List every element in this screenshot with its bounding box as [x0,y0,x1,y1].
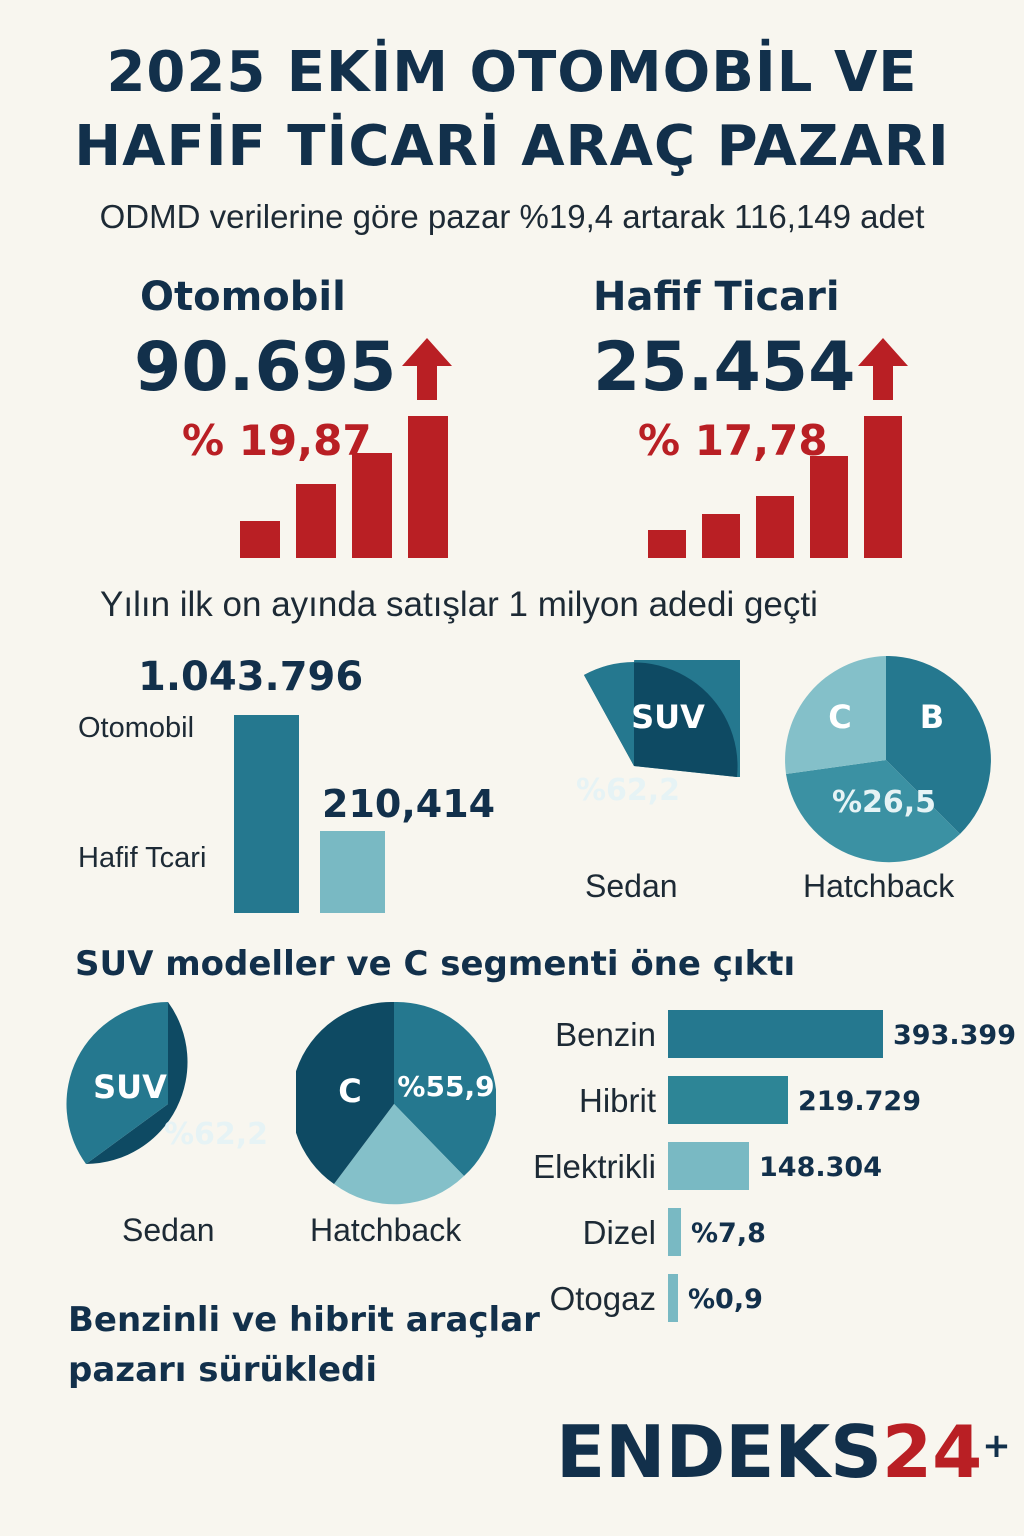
otomobil-mini-bar-1 [240,521,280,558]
otomobil-up-arrow-icon [402,338,452,400]
pie4-caption: Hatchback [310,1212,462,1248]
page-title-line1: 2025 EKİM OTOMOBİL VE [106,40,918,105]
pie3-slice-sedan [86,1002,188,1164]
otomobil-mini-bar-4 [408,416,448,558]
pie4-c-label: C [338,1072,361,1110]
segment-heading: SUV modeller ve C segmenti öne çıktı [75,944,796,984]
pie2-b-label: B [920,698,944,736]
pie2-c-label: C [828,698,851,736]
pie2-pct-label: %26,5 [832,785,936,820]
segment-pie-4: C %55,9 [296,1001,496,1205]
fuel-value-2: 148.304 [759,1152,882,1183]
otomobil-change: % 19,87 [182,416,372,465]
pie3-pct-label: %62,2 [164,1117,268,1152]
fuel-value-3: %7,8 [691,1218,766,1249]
fuel-label-4: Otogaz [549,1280,656,1317]
hafif-ticari-mini-bar-2 [702,514,740,558]
fuel-bar-2 [668,1142,749,1190]
ytd-hafif-bar [320,831,385,913]
ytd-hafif-value: 210,414 [322,782,496,826]
page-title-line2: HAFİF TİCARİ ARAÇ PAZARI [74,114,950,179]
brand-name: ENDEKS [556,1410,883,1494]
fuel-bar-0 [668,1010,883,1058]
hafif-ticari-label: Hafif Ticari [593,274,840,320]
brand-logo: ENDEKS24+ [556,1412,1011,1492]
fuel-label-2: Elektrikli [533,1148,656,1185]
fuel-value-4: %0,9 [688,1284,763,1315]
pie-slice-26 [786,760,960,863]
pie4-slice-c [296,1001,394,1184]
hafif-ticari-up-arrow-icon [858,338,908,400]
ytd-heading: Yılın ilk on ayında satışlar 1 milyon ad… [100,585,818,624]
fuel-bar-3 [668,1208,681,1256]
pie4-slice-light [334,1104,464,1205]
pie-slice-b [886,655,991,834]
segment-pie-1: SUV %62,2 [576,660,740,808]
pie1-suv-label: SUV [631,698,705,736]
fuel-bar-1 [668,1076,788,1124]
otomobil-mini-chart [238,416,448,558]
hafif-ticari-mini-chart [640,416,902,558]
pie-slice-c [785,656,886,774]
brand-plus: + [982,1426,1011,1466]
hafif-ticari-mini-bar-1 [648,530,686,558]
pie4-pct-label: %55,9 [397,1070,494,1103]
segment-pie-2: C B %26,5 [785,655,991,863]
ytd-otomobil-value: 1.043.796 [138,654,364,700]
pie3-slice-suv [66,1002,168,1164]
hafif-ticari-value: 25.454 [593,328,856,407]
hafif-ticari-mini-bar-4 [810,456,848,558]
fuel-heading-line2: pazarı sürükledi [68,1350,378,1390]
ytd-otomobil-bar [234,715,299,913]
pie3-caption: Sedan [122,1212,215,1248]
page-subtitle: ODMD verilerine göre pazar %19,4 artarak… [99,198,925,235]
otomobil-mini-bar-3 [352,453,392,558]
hafif-ticari-change: % 17,78 [638,416,828,465]
fuel-value-1: 219.729 [798,1086,921,1117]
hafif-ticari-mini-bar-3 [756,496,794,558]
otomobil-label: Otomobil [140,274,346,320]
pie3-suv-label: SUV [93,1068,167,1106]
pie2-caption: Hatchback [803,868,955,904]
fuel-heading: Benzinli ve hibrit araçlar pazarı sürükl… [68,1295,540,1395]
brand-number: 24 [882,1410,983,1494]
fuel-label-1: Hibrit [578,1082,656,1119]
fuel-bar-4 [668,1274,678,1322]
fuel-label-0: Benzin [555,1016,656,1053]
fuel-value-0: 393.399 [893,1020,1016,1051]
hafif-ticari-mini-bar-5 [864,416,902,558]
fuel-heading-line1: Benzinli ve hibrit araçlar [68,1300,540,1340]
segment-pie-3: SUV %62,2 [66,1002,268,1164]
fuel-bar-chart: Benzin 393.399 Hibrit 219.729 Elektrikli 148.… [500,1010,1020,1340]
pie1-caption: Sedan [585,868,678,904]
pie1-pct-label: %62,2 [576,773,680,808]
ytd-hafif-label: Hafif Tcari [78,842,207,874]
otomobil-mini-bar-2 [296,484,336,558]
otomobil-value: 90.695 [134,328,397,407]
pie4-slice-55 [394,1001,496,1176]
ytd-otomobil-label: Otomobil [78,712,195,744]
fuel-label-3: Dizel [582,1214,656,1251]
